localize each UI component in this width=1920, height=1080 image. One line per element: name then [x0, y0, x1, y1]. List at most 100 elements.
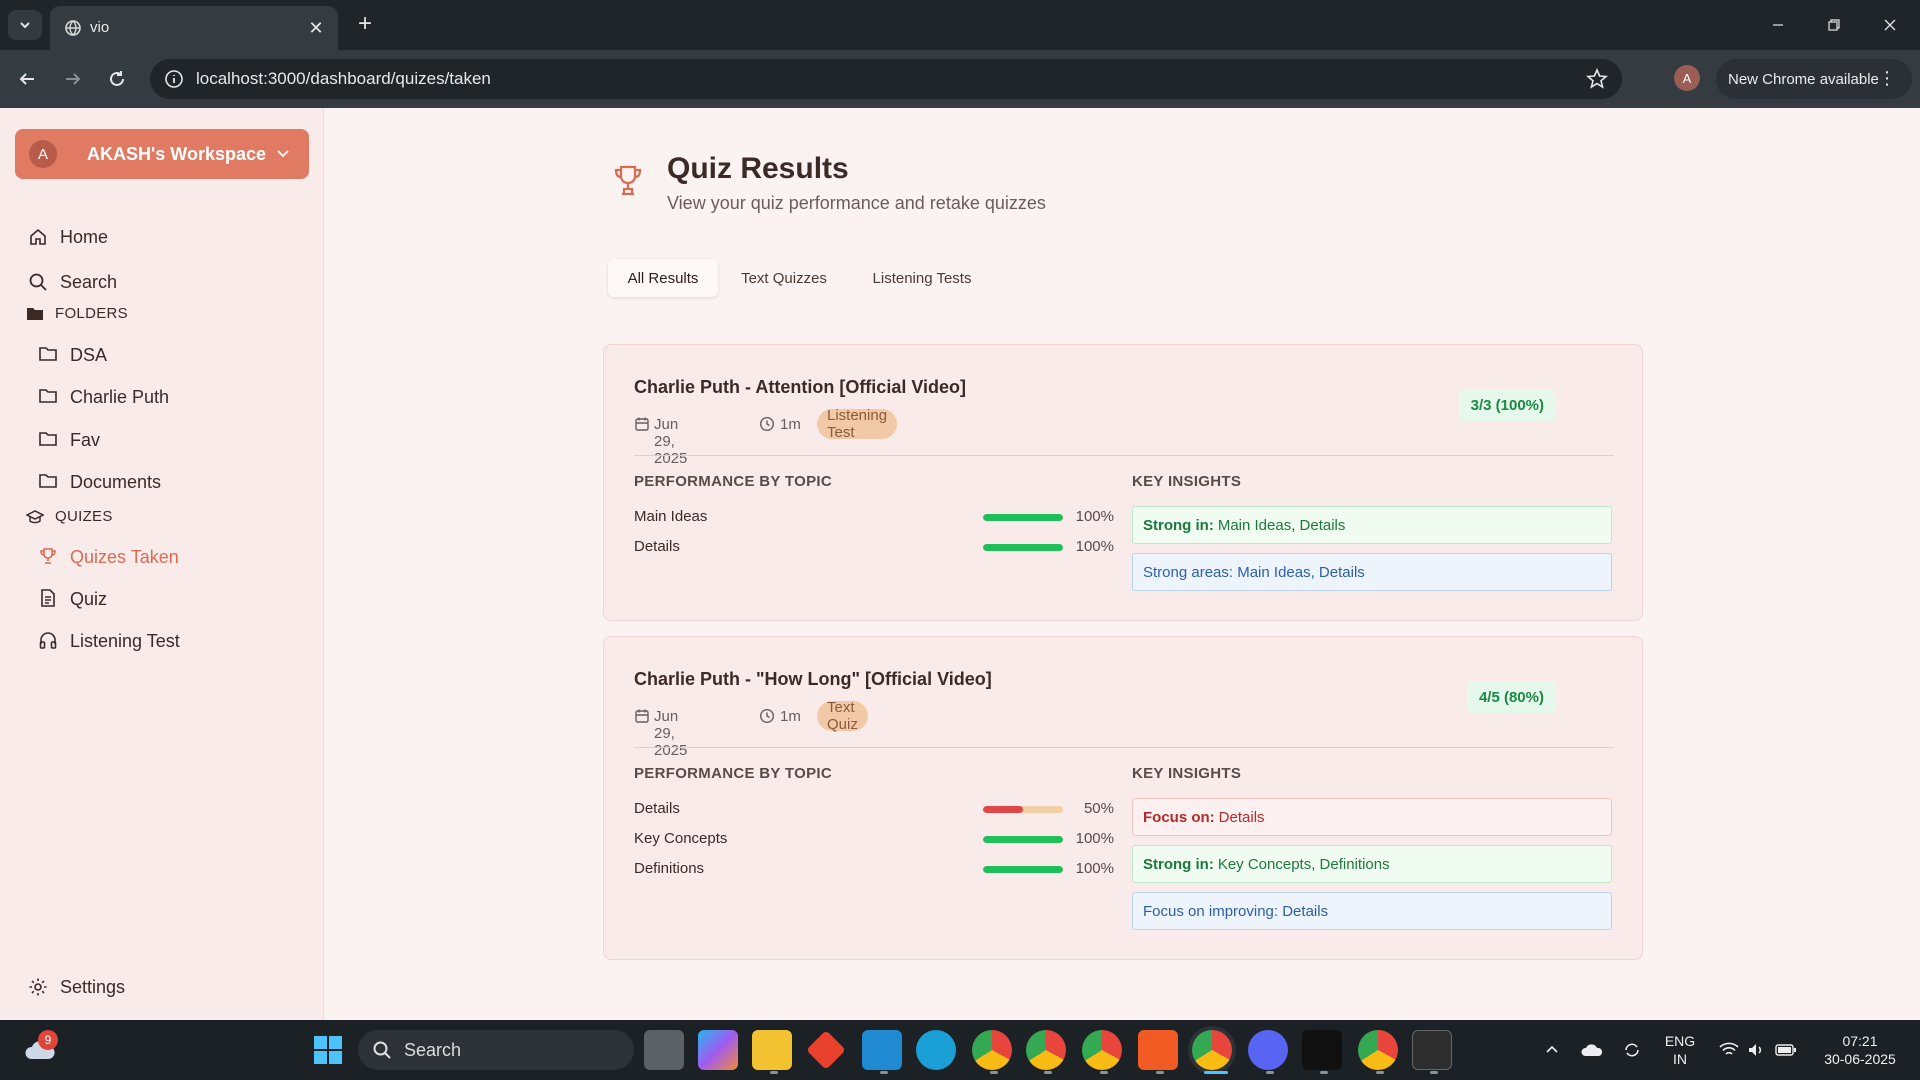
- terminal-icon[interactable]: [1412, 1030, 1452, 1070]
- chrome-profile-icon[interactable]: [1026, 1030, 1066, 1070]
- copilot-icon[interactable]: [698, 1030, 738, 1070]
- language-indicator[interactable]: ENG IN: [1664, 1033, 1696, 1067]
- git-icon[interactable]: [806, 1030, 846, 1070]
- windows-taskbar: Search ENG IN 07:21 30-06-2025: [0, 1020, 1920, 1080]
- sidebar-item-folder-dsa[interactable]: DSA: [0, 338, 320, 372]
- close-window-button[interactable]: [1862, 0, 1918, 50]
- sidebar-item-folder-charlie-puth[interactable]: Charlie Puth: [0, 380, 320, 414]
- page-title: Quiz Results: [667, 152, 849, 185]
- restore-button[interactable]: [1806, 0, 1862, 50]
- sidebar-item-home[interactable]: Home: [0, 220, 320, 254]
- close-tab-icon[interactable]: ✕: [308, 17, 324, 38]
- chrome-active-icon[interactable]: [1192, 1030, 1232, 1070]
- minimize-icon: [1773, 24, 1783, 26]
- trophy-icon: [614, 165, 642, 196]
- topic-progress-fill: [983, 514, 1063, 521]
- workspace-switcher[interactable]: A AKASH's Workspace: [15, 129, 309, 179]
- sidebar-item-label: Quiz: [70, 589, 108, 609]
- chrome-icon[interactable]: [972, 1030, 1012, 1070]
- card-divider: [634, 455, 1614, 456]
- quick-settings[interactable]: [1710, 1030, 1806, 1070]
- result-card[interactable]: Charlie Puth - "How Long" [Official Vide…: [603, 636, 1643, 960]
- browser-titlebar: vio ✕ +: [0, 0, 1920, 50]
- globe-icon: [65, 20, 81, 36]
- result-duration: 1m: [780, 416, 801, 433]
- tab-search-button[interactable]: [8, 10, 42, 40]
- running-indicator: [1320, 1071, 1328, 1074]
- sidebar-item-folder-documents[interactable]: Documents: [0, 465, 320, 499]
- folders-section-heading: FOLDERS: [0, 302, 320, 326]
- running-indicator: [1044, 1071, 1052, 1074]
- app-icon[interactable]: [1302, 1030, 1342, 1070]
- chrome-profile-icon[interactable]: [1358, 1030, 1398, 1070]
- sidebar-item-search[interactable]: Search: [0, 265, 320, 299]
- chrome-profile-icon[interactable]: [1082, 1030, 1122, 1070]
- task-view-icon[interactable]: [644, 1030, 684, 1070]
- address-bar[interactable]: localhost:3000/dashboard/quizes/taken: [150, 59, 1622, 99]
- close-icon: [1884, 19, 1896, 31]
- topic-name: Key Concepts: [634, 830, 728, 847]
- browser-toolbar: localhost:3000/dashboard/quizes/taken A …: [0, 50, 1920, 108]
- sidebar-item-settings[interactable]: Settings: [0, 970, 320, 1004]
- sync-icon[interactable]: [1614, 1030, 1650, 1070]
- topic-percent: 100%: [1075, 538, 1114, 555]
- site-info-icon[interactable]: [164, 69, 184, 89]
- topic-row: Definitions 100%: [634, 857, 1114, 881]
- workspace-name: AKASH's Workspace: [87, 144, 267, 164]
- restore-icon: [1828, 19, 1840, 31]
- sidebar-item-listening-test[interactable]: Listening Test: [0, 624, 320, 658]
- sidebar-item-label: Charlie Puth: [70, 387, 170, 407]
- more-menu-icon[interactable]: ⋮: [1878, 68, 1896, 88]
- forward-button[interactable]: [58, 64, 88, 94]
- chevron-up-icon: [1546, 1045, 1558, 1053]
- minimize-button[interactable]: [1750, 0, 1806, 50]
- tab-text-quizzes[interactable]: Text Quizzes: [741, 269, 827, 287]
- reload-button[interactable]: [102, 64, 132, 94]
- topic-percent: 50%: [1083, 800, 1114, 817]
- running-indicator: [1100, 1071, 1108, 1074]
- edge-icon[interactable]: [916, 1030, 956, 1070]
- search-icon: [373, 1041, 391, 1059]
- wifi-icon: [1719, 1042, 1739, 1055]
- topic-progress-bar: [983, 514, 1063, 521]
- profile-avatar[interactable]: A: [1674, 65, 1700, 91]
- running-indicator: [1266, 1071, 1274, 1074]
- brave-icon[interactable]: [1138, 1030, 1178, 1070]
- result-title: Charlie Puth - Attention [Official Video…: [634, 377, 967, 397]
- topic-progress-bar: [983, 866, 1063, 873]
- active-indicator: [1204, 1071, 1228, 1074]
- score-badge: 4/5 (80%): [1466, 681, 1556, 713]
- back-button[interactable]: [12, 64, 42, 94]
- chrome-update-button[interactable]: New Chrome available ⋮: [1716, 59, 1912, 99]
- gear-icon: [29, 978, 47, 996]
- insight-label: Focus on:: [1143, 808, 1215, 826]
- onedrive-icon[interactable]: [1574, 1030, 1610, 1070]
- insight-label: Strong in:: [1143, 855, 1214, 873]
- new-tab-button[interactable]: +: [357, 10, 372, 37]
- tray-overflow-icon[interactable]: [1534, 1030, 1570, 1070]
- topic-row: Main Ideas 100%: [634, 505, 1114, 529]
- sidebar-item-quiz[interactable]: Quiz: [0, 582, 320, 616]
- browser-tab[interactable]: vio ✕: [50, 6, 338, 50]
- insight-text: Strong areas: Main Ideas, Details: [1143, 563, 1365, 581]
- weather-widget[interactable]: [20, 1030, 60, 1070]
- arrow-left-icon: [19, 73, 34, 85]
- sidebar-item-label: DSA: [70, 345, 108, 365]
- insight-strong: Strong in: Key Concepts, Definitions: [1132, 845, 1612, 883]
- start-button[interactable]: [308, 1030, 348, 1070]
- tab-listening-tests[interactable]: Listening Tests: [872, 269, 972, 287]
- clock[interactable]: 07:21 30-06-2025: [1810, 1032, 1910, 1068]
- tab-all-results[interactable]: All Results: [608, 259, 718, 297]
- topic-name: Details: [634, 538, 680, 555]
- url-text[interactable]: localhost:3000/dashboard/quizes/taken: [196, 69, 491, 88]
- sidebar-item-label: Listening Test: [70, 631, 180, 651]
- sidebar-item-quizes-taken[interactable]: Quizes Taken: [0, 540, 320, 574]
- sidebar-item-folder-fav[interactable]: Fav: [0, 423, 320, 457]
- discord-icon[interactable]: [1248, 1030, 1288, 1070]
- vscode-icon[interactable]: [862, 1030, 902, 1070]
- chevron-down-icon: [20, 22, 30, 29]
- bookmark-star-icon[interactable]: [1586, 68, 1608, 90]
- result-card[interactable]: Charlie Puth - Attention [Official Video…: [603, 344, 1643, 621]
- file-explorer-icon[interactable]: [752, 1030, 792, 1070]
- taskbar-search[interactable]: Search: [358, 1030, 634, 1070]
